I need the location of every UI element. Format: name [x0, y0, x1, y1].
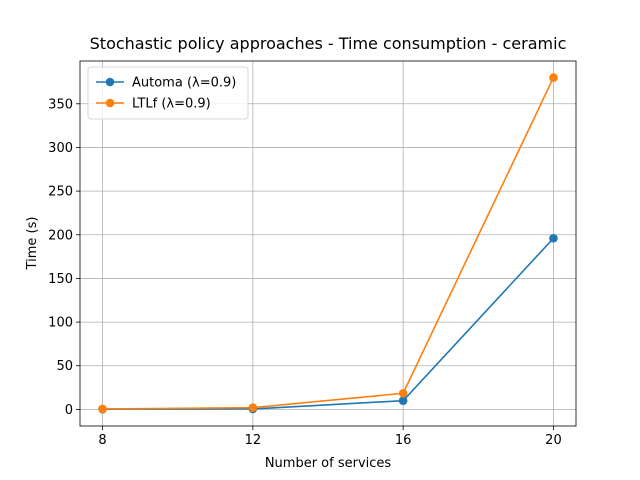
series-2 — [98, 73, 558, 414]
legend-label: LTLf (λ=0.9) — [132, 97, 211, 112]
x-tick-label: 16 — [395, 433, 412, 448]
legend-box — [87, 66, 249, 120]
x-tick-label: 12 — [245, 433, 262, 448]
x-tick-label: 8 — [98, 433, 106, 448]
series-line — [102, 77, 555, 410]
data-point — [98, 404, 107, 414]
data-point — [549, 73, 558, 82]
series-line — [102, 237, 555, 410]
legend-marker — [105, 77, 115, 87]
y-tick-label: 200 — [48, 228, 73, 243]
legend-label: Automa (λ=0.9) — [132, 76, 236, 91]
series-1 — [98, 233, 558, 414]
legend-item: Automa (λ=0.9) — [96, 76, 236, 91]
data-point — [398, 388, 408, 398]
y-axis-label: Time (s) — [25, 217, 40, 271]
y-tick-label: 300 — [48, 141, 73, 156]
y-tick-label: 250 — [48, 185, 73, 200]
data-point — [248, 403, 258, 412]
legend-marker — [105, 98, 115, 108]
y-tick-label: 150 — [48, 272, 73, 287]
y-tick-label: 100 — [48, 316, 73, 331]
legend-item: LTLf (λ=0.9) — [96, 97, 211, 112]
data-point — [398, 396, 408, 405]
chart-title: Stochastic policy approaches - Time cons… — [90, 34, 567, 53]
x-axis-label: Number of services — [265, 456, 392, 471]
y-tick-label: 350 — [48, 97, 73, 112]
legend: Automa (λ=0.9) LTLf (λ=0.9) — [87, 66, 249, 120]
data-point — [549, 233, 558, 243]
y-tick-label: 50 — [56, 359, 73, 374]
y-tick-label: 0 — [65, 403, 73, 418]
plot-frame — [79, 60, 577, 427]
x-tick-label: 20 — [545, 433, 562, 448]
series-layer — [98, 73, 558, 414]
